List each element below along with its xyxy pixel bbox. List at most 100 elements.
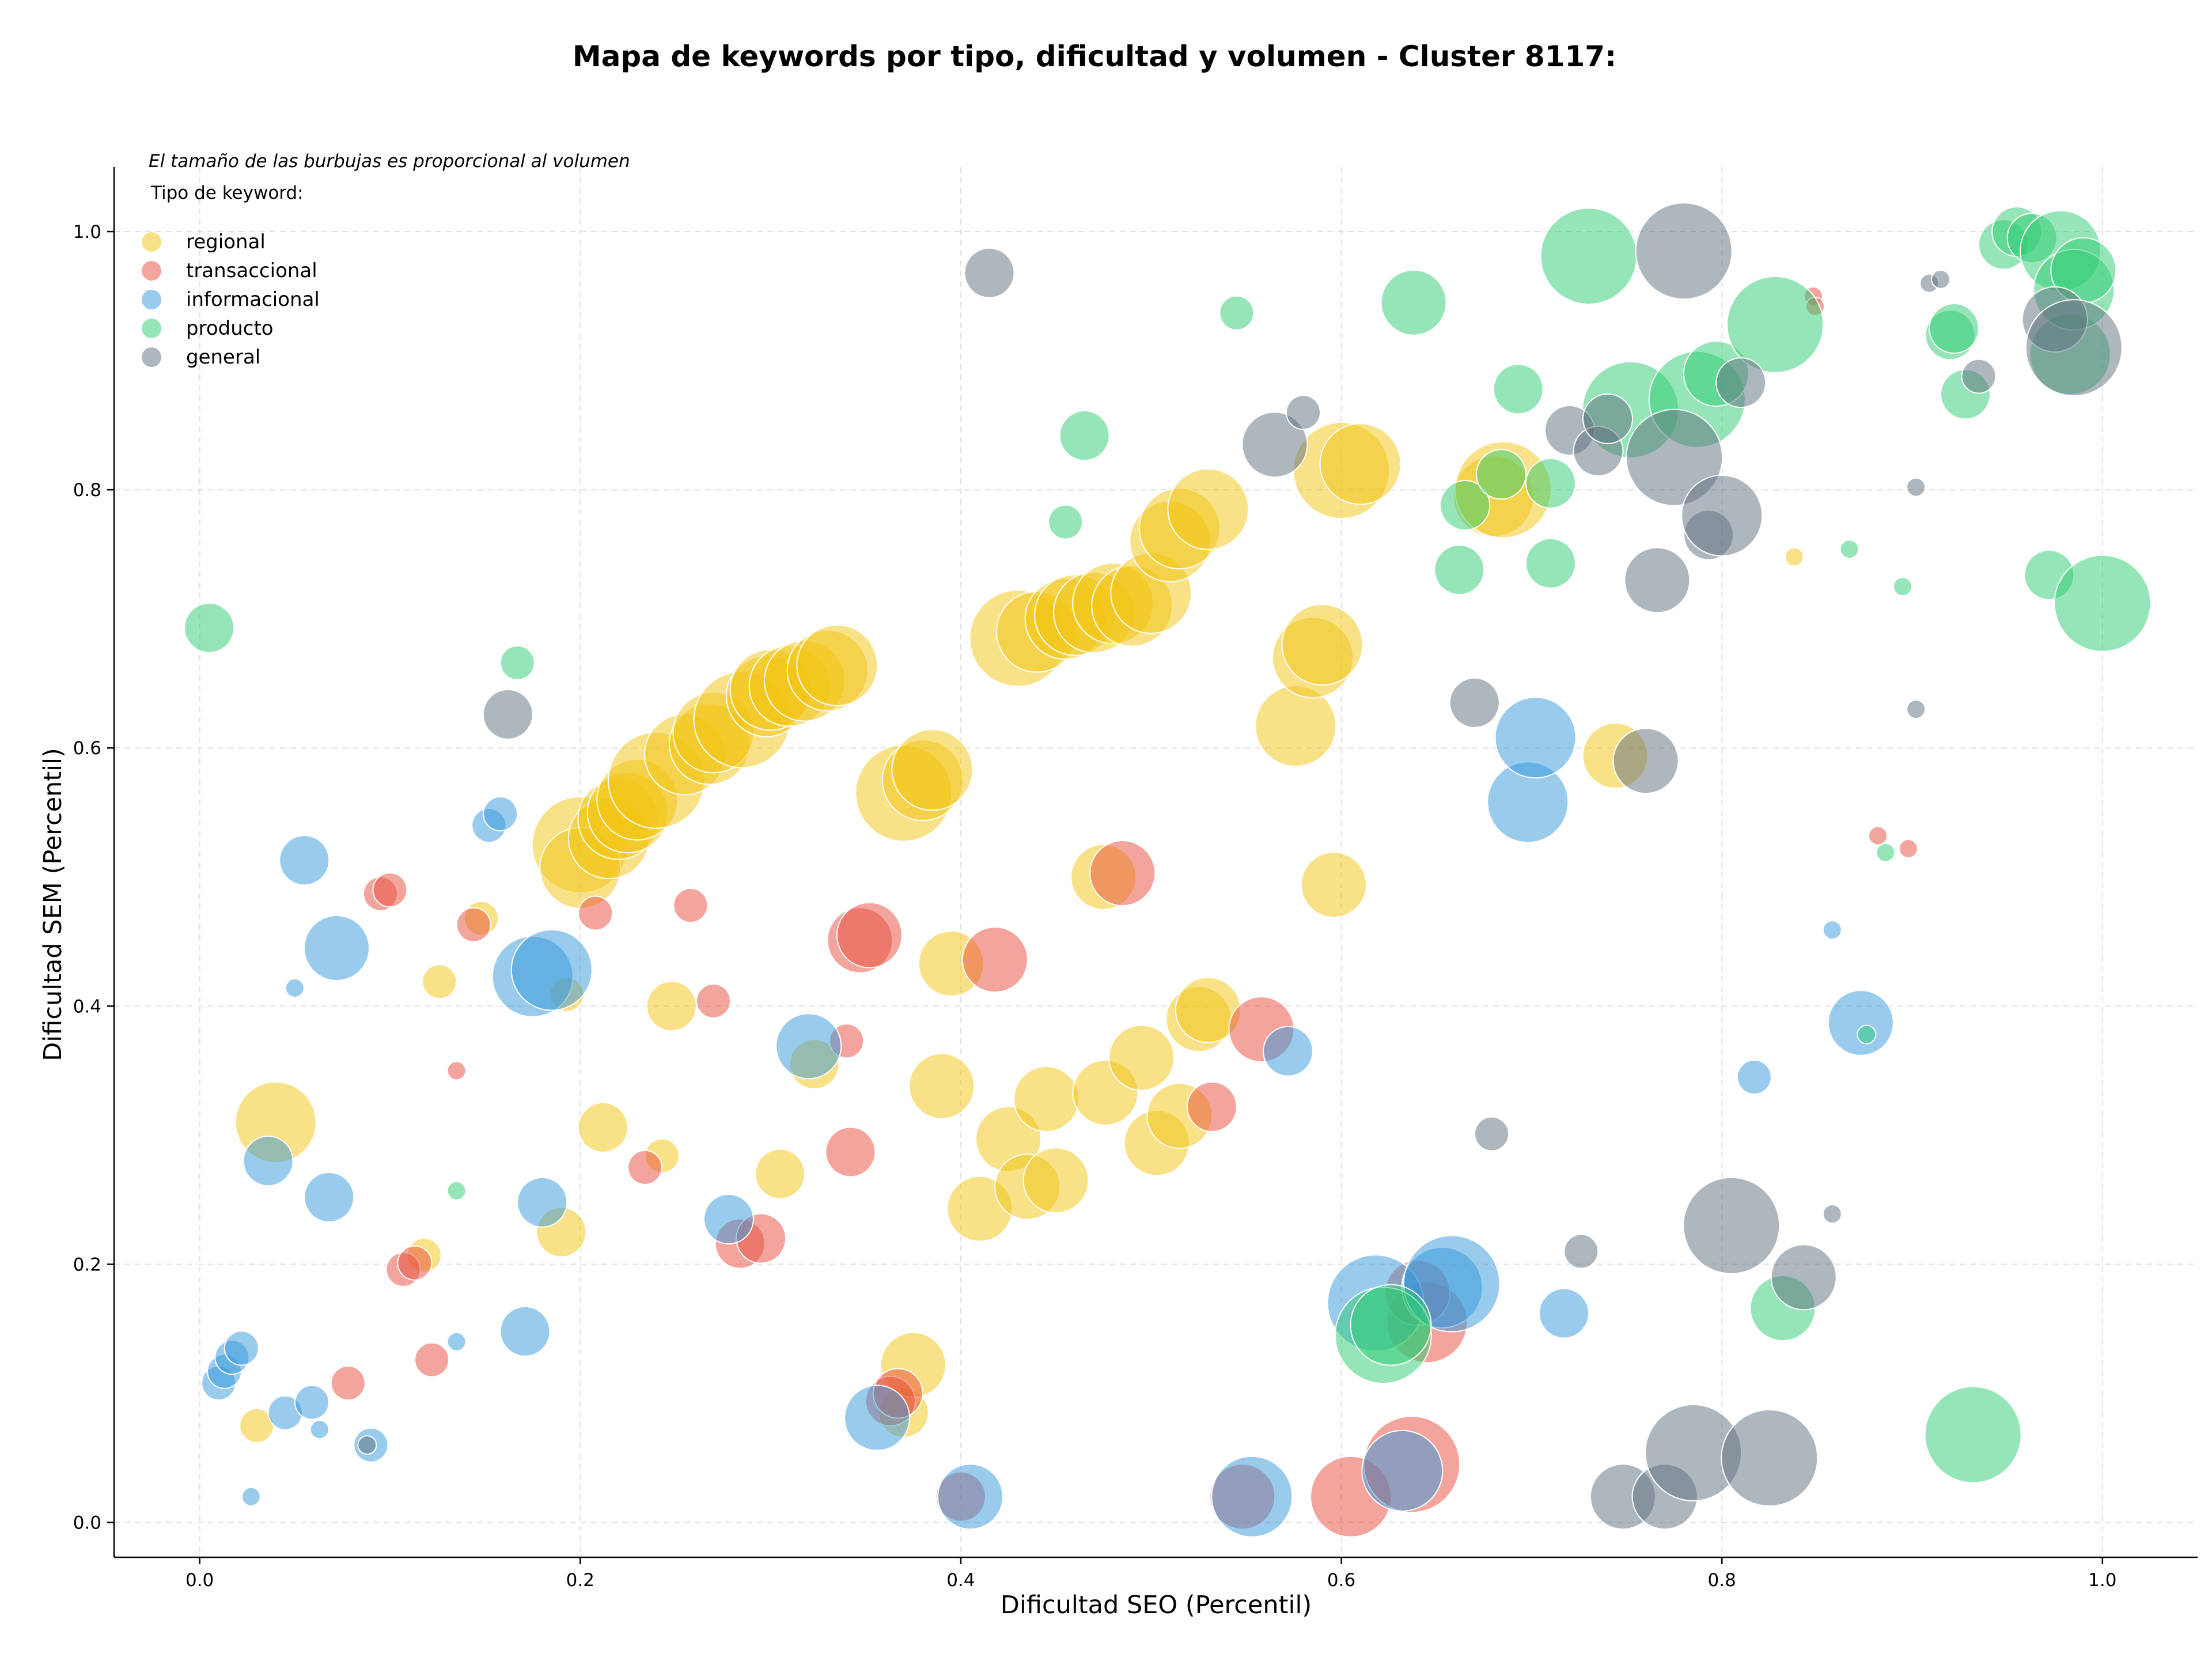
bubble-producto xyxy=(1929,303,1980,354)
bubble-general xyxy=(357,1435,377,1455)
bubble-informacional xyxy=(241,1486,261,1507)
bubble-general xyxy=(1715,357,1767,408)
legend-marker-transaccional xyxy=(142,261,161,281)
bubble-producto xyxy=(1876,842,1896,862)
x-tick-label: 1.0 xyxy=(2088,1570,2116,1591)
bubble-regional xyxy=(646,981,697,1032)
legend-label-general: general xyxy=(186,346,260,369)
bubble-transaccional xyxy=(836,902,903,968)
bubble-general xyxy=(1721,1409,1819,1507)
bubble-producto xyxy=(1893,577,1913,597)
bubble-informacional xyxy=(446,1331,467,1352)
bubble-informacional xyxy=(510,929,593,1011)
bubble-general xyxy=(1474,1116,1510,1152)
axes: 0.0 0.2 0.4 0.6 0.8 1.0 0.0 0.2 0.4 0.6 0.8 1.0 xyxy=(73,167,2198,1591)
bubble-regional xyxy=(908,1053,975,1119)
bubble-producto xyxy=(1434,544,1485,596)
bubble-producto xyxy=(499,645,535,680)
bubble-general xyxy=(1770,1244,1837,1311)
bubble-producto xyxy=(184,602,235,653)
legend-label-transaccional: transaccional xyxy=(186,259,317,282)
bubble-informacional xyxy=(243,1136,294,1187)
bubble-general xyxy=(964,247,1015,298)
y-tick-label: 0.2 xyxy=(73,1254,101,1275)
bubble-informacional xyxy=(499,1306,551,1357)
y-tick-label: 0.0 xyxy=(73,1513,101,1534)
bubble-informacional xyxy=(303,914,370,981)
bubble-informacional xyxy=(279,835,330,886)
bubble-producto xyxy=(1350,1284,1432,1366)
legend-title: Tipo de keyword: xyxy=(150,183,304,203)
series-general xyxy=(357,202,2123,1530)
bubble-general xyxy=(1563,1234,1599,1269)
bubble-producto xyxy=(1525,538,1576,589)
bubble-transaccional xyxy=(825,1126,876,1178)
bubble-transaccional xyxy=(673,888,709,924)
bubble-informacional xyxy=(1263,1026,1314,1077)
bubble-general xyxy=(1961,358,1997,394)
bubble-general xyxy=(1624,547,1691,614)
y-axis-label: Dificultad SEM (Percentil) xyxy=(39,748,67,1061)
bubble-regional xyxy=(1300,852,1367,918)
y-tick-label: 0.4 xyxy=(73,996,101,1017)
bubble-producto xyxy=(1380,269,1447,336)
bubble-producto xyxy=(1493,364,1544,415)
bubble-regional xyxy=(577,1102,628,1153)
bubble-general xyxy=(1449,677,1500,728)
series-producto xyxy=(184,206,2152,1484)
bubble-transaccional xyxy=(397,1245,433,1281)
bubble-regional xyxy=(422,964,457,1000)
bubble-regional xyxy=(1281,603,1363,686)
plot-area xyxy=(184,202,2152,1538)
legend-label-producto: producto xyxy=(186,317,274,340)
bubble-general xyxy=(1822,1204,1842,1224)
bubble-general xyxy=(1906,477,1926,497)
legend-label-regional: regional xyxy=(186,230,266,253)
bubble-general xyxy=(1683,1176,1781,1274)
bubble-regional xyxy=(1108,1024,1175,1091)
bubble-transaccional xyxy=(1089,840,1156,907)
bubble-transaccional xyxy=(1186,1081,1237,1133)
bubble-producto xyxy=(1476,449,1527,500)
bubble-general xyxy=(1612,728,1679,794)
bubble-informacional xyxy=(285,978,305,998)
bubble-producto xyxy=(1219,295,1255,331)
legend-marker-general xyxy=(142,347,161,367)
bubble-producto xyxy=(1857,1024,1877,1045)
bubble-informacional xyxy=(1211,1455,1293,1538)
bubble-transaccional xyxy=(414,1342,450,1378)
legend-marker-informacional xyxy=(142,290,161,309)
bubble-informacional xyxy=(304,1171,355,1223)
y-tick-label: 0.6 xyxy=(73,738,101,759)
bubble-producto xyxy=(1726,275,1824,373)
bubble-transaccional xyxy=(330,1365,366,1401)
bubble-transaccional xyxy=(696,983,732,1019)
bubble-informacional xyxy=(1736,1060,1772,1095)
bubble-regional xyxy=(1013,1066,1080,1133)
x-tick-label: 0.2 xyxy=(566,1570,594,1591)
bubble-informacional xyxy=(1539,1288,1590,1339)
y-tick-label: 0.8 xyxy=(73,480,101,501)
bubble-general xyxy=(1241,411,1308,478)
bubble-producto xyxy=(1048,504,1084,540)
bubble-transaccional xyxy=(1868,826,1888,846)
bubble-regional xyxy=(796,624,878,706)
bubble-producto xyxy=(1924,1386,2022,1484)
bubble-producto xyxy=(1059,410,1110,461)
bubble-producto xyxy=(1440,480,1491,531)
bubble-general xyxy=(1626,408,1724,506)
y-tick-label: 1.0 xyxy=(73,222,101,243)
bubble-general xyxy=(1582,393,1634,444)
bubble-producto xyxy=(2054,554,2152,652)
bubble-transaccional xyxy=(1898,838,1918,858)
bubble-informacional xyxy=(937,1463,1003,1530)
x-tick-label: 0.4 xyxy=(946,1570,975,1591)
bubble-producto xyxy=(1540,207,1638,305)
bubble-producto xyxy=(1525,457,1576,509)
bubble-general xyxy=(2025,299,2123,397)
bubble-regional xyxy=(1255,685,1337,767)
bubble-transaccional xyxy=(456,907,491,943)
bubble-transaccional xyxy=(372,872,408,908)
bubble-informacional xyxy=(1827,989,1894,1056)
bubble-regional xyxy=(1319,423,1402,505)
